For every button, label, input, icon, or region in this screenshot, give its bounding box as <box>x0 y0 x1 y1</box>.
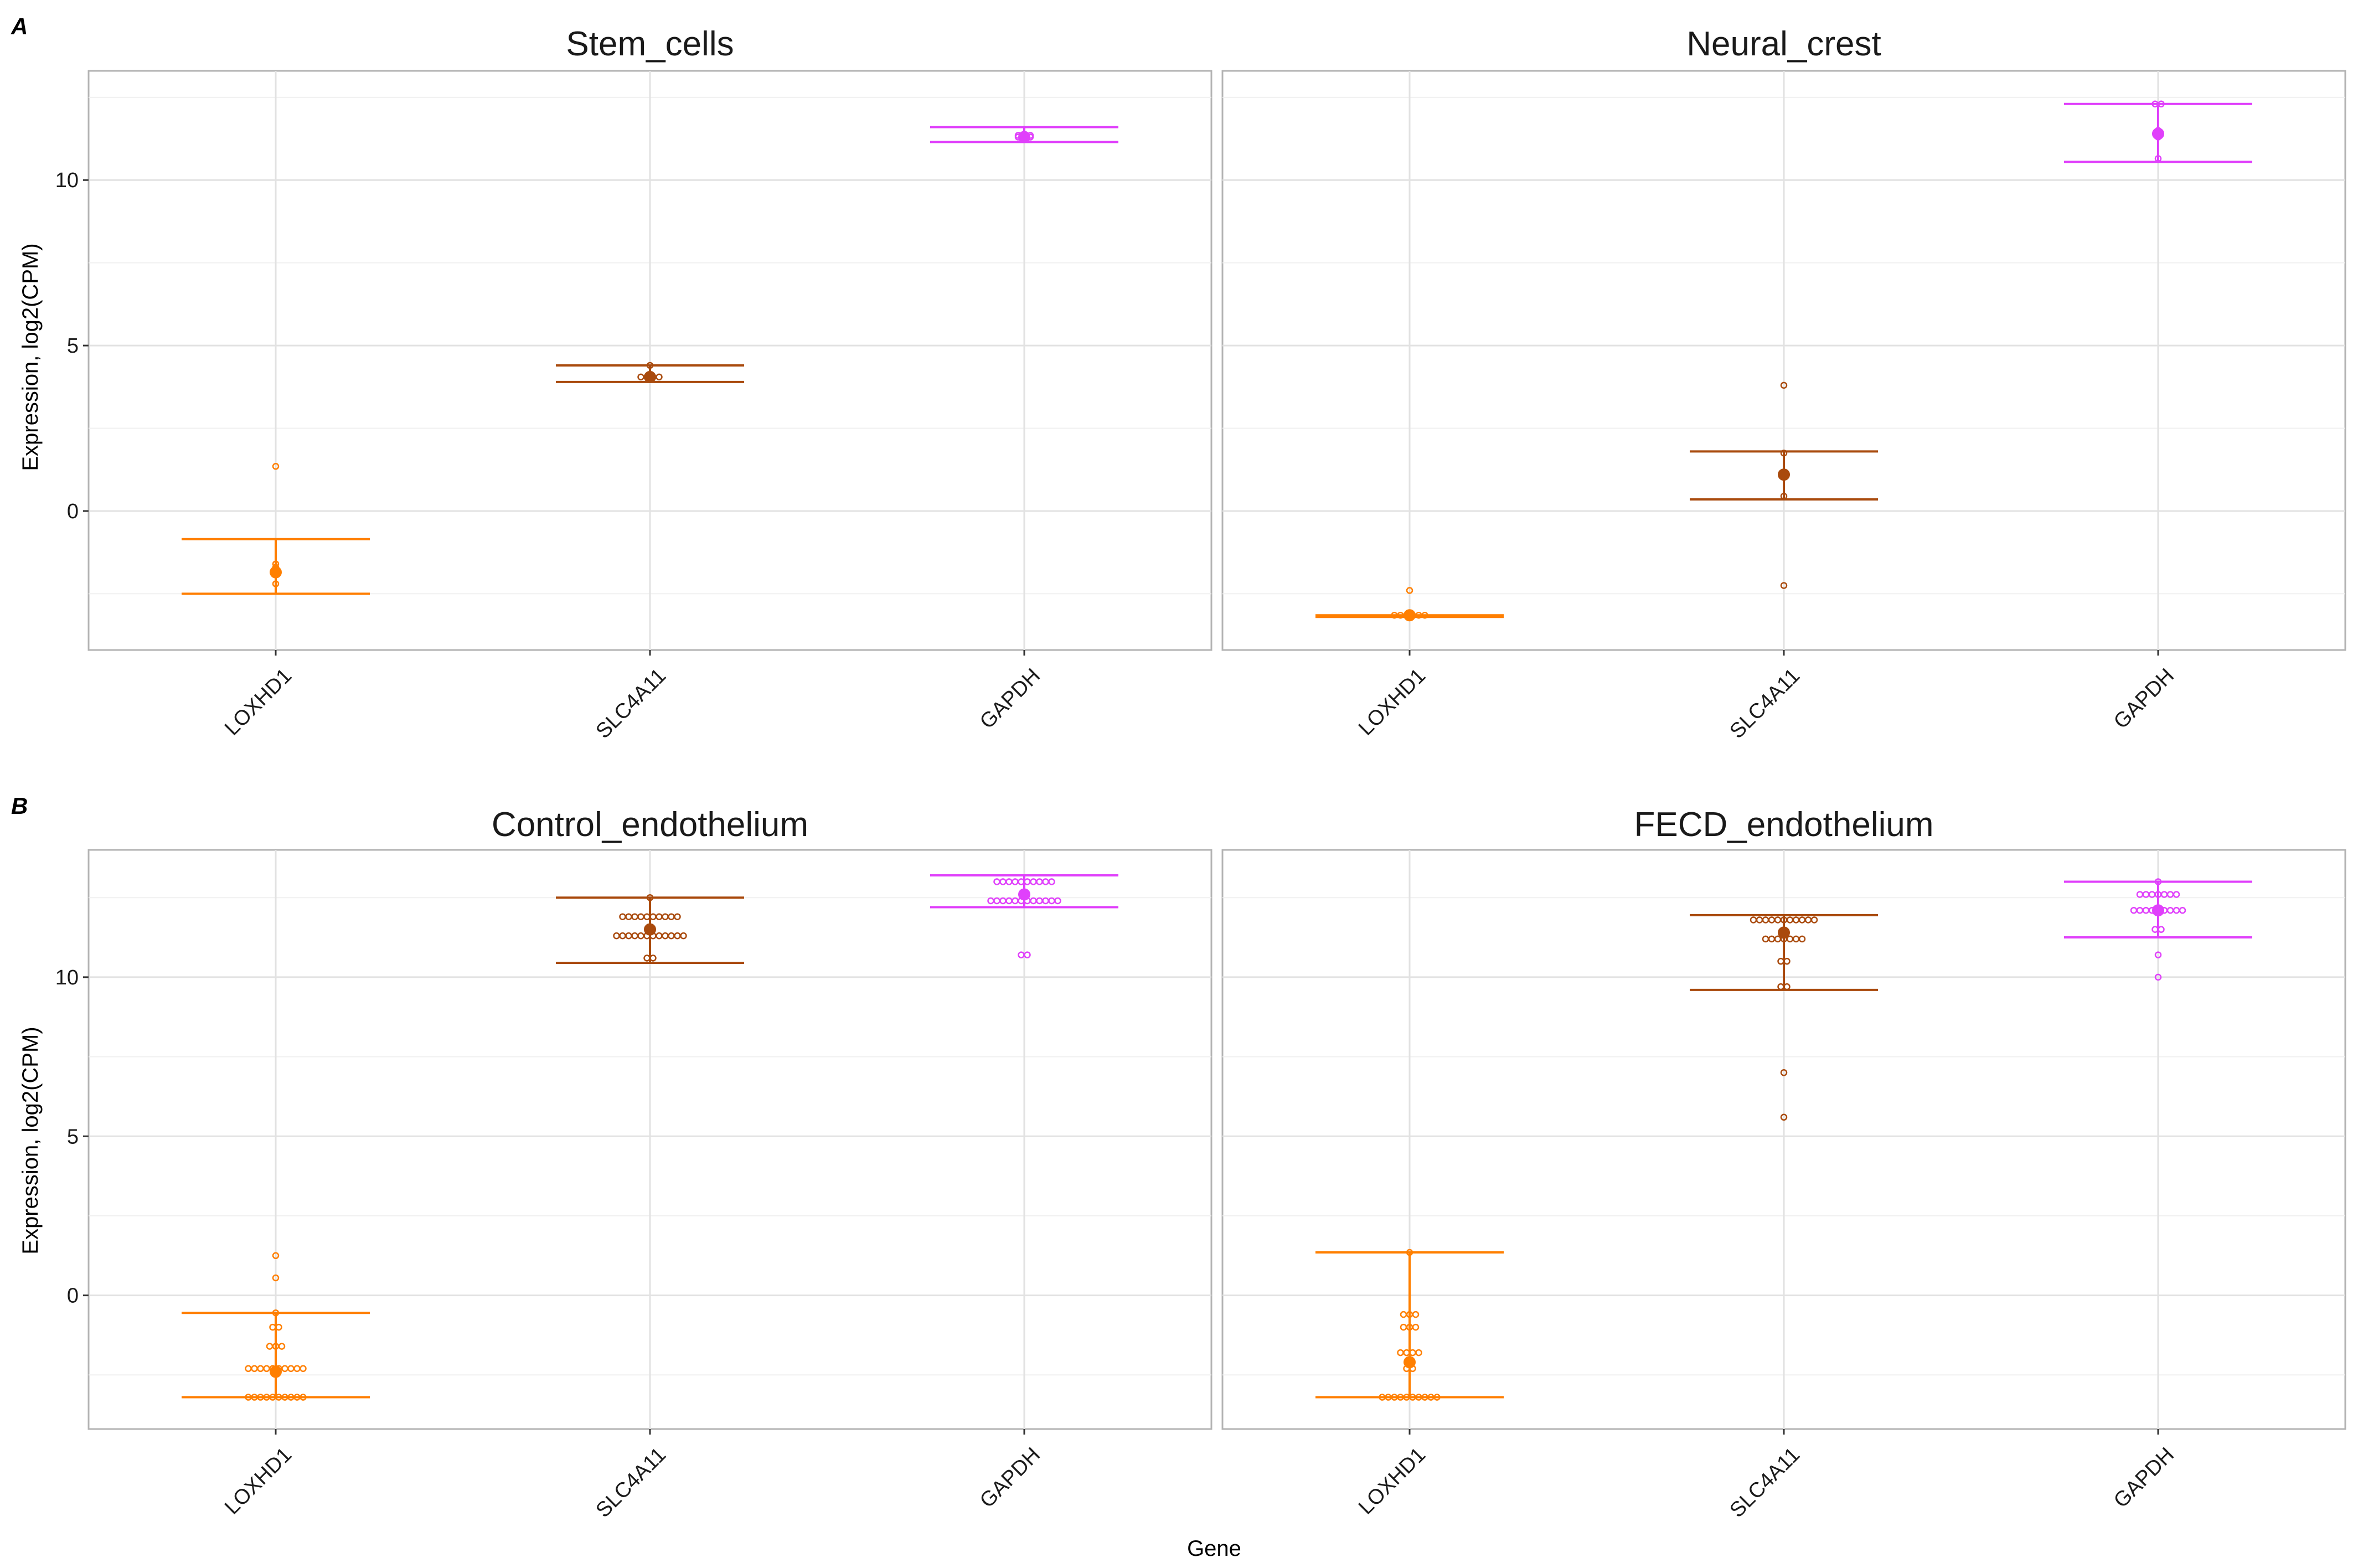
y-axis-label-bottom: Expression, log2(CPM) <box>18 1027 43 1254</box>
mean-point <box>1018 888 1030 901</box>
data-point <box>2158 100 2165 108</box>
data-point <box>674 913 681 920</box>
panel-tag-b: B <box>11 793 28 819</box>
y-tick-label: 5 <box>67 334 79 358</box>
y-axis-label-top: Expression, log2(CPM) <box>18 243 43 471</box>
data-point <box>1780 1113 1788 1121</box>
mean-point <box>1404 1356 1416 1369</box>
mean-point <box>270 1365 282 1378</box>
data-point <box>2154 878 2162 885</box>
x-tick-label: LOXHD1 <box>220 664 296 740</box>
data-point <box>1780 381 1788 389</box>
facet-title: FECD_endothelium <box>1634 806 1933 844</box>
data-point <box>2179 906 2186 914</box>
series-slc4a11 <box>556 362 744 383</box>
y-tick-label: 0 <box>67 500 79 523</box>
data-point <box>278 1343 286 1350</box>
data-point <box>1406 1249 1413 1256</box>
data-point <box>656 373 663 381</box>
data-point <box>2154 155 2162 162</box>
data-point <box>272 1274 280 1282</box>
data-point <box>272 463 280 470</box>
y-tick-label: 0 <box>67 1285 79 1308</box>
data-point <box>1054 897 1061 905</box>
mean-point <box>2152 127 2164 140</box>
facet-title: Neural_crest <box>1686 25 1881 63</box>
x-tick-label: LOXHD1 <box>1354 1443 1430 1519</box>
data-point <box>1798 935 1806 943</box>
mean-point <box>644 923 656 936</box>
x-tick-label: SLC4A11 <box>1725 664 1804 743</box>
data-point <box>300 1365 307 1373</box>
data-point <box>1412 1311 1420 1318</box>
x-tick-label: LOXHD1 <box>220 1443 296 1519</box>
data-point <box>646 894 654 901</box>
mean-point <box>644 370 656 383</box>
x-tick-label: LOXHD1 <box>1354 664 1430 740</box>
data-point <box>1406 587 1413 594</box>
data-point <box>1780 450 1788 457</box>
x-tick-label: SLC4A11 <box>591 1443 670 1522</box>
data-point <box>275 1323 282 1331</box>
data-point <box>1810 916 1818 924</box>
data-point <box>1412 1323 1420 1331</box>
mean-point <box>1018 131 1030 143</box>
data-point <box>2173 891 2180 898</box>
series-loxhd1 <box>182 1252 370 1401</box>
mean-point <box>1404 609 1416 622</box>
data-point <box>1421 611 1428 619</box>
series-slc4a11 <box>1690 381 1878 589</box>
data-point <box>300 1394 307 1401</box>
x-tick-label: GAPDH <box>976 664 1045 733</box>
data-point <box>1783 983 1791 991</box>
data-point <box>1780 492 1788 500</box>
data-point <box>1024 951 1031 958</box>
series-slc4a11 <box>556 894 744 964</box>
x-tick-label: SLC4A11 <box>591 664 670 743</box>
series-slc4a11 <box>1690 914 1878 1121</box>
facet-title: Stem_cells <box>566 25 734 63</box>
x-tick-label: GAPDH <box>2109 664 2179 733</box>
data-point <box>2158 926 2165 933</box>
data-point <box>1433 1394 1441 1401</box>
series-loxhd1 <box>1315 587 1504 622</box>
facet-neural-crest: LOXHD1 SLC4A11 GAPDH Neural_crest <box>1221 25 2346 743</box>
y-tick-label: 10 <box>55 169 79 192</box>
x-tick-label: GAPDH <box>2109 1443 2179 1512</box>
y-tick-label: 10 <box>55 966 79 989</box>
data-point <box>1048 878 1055 885</box>
data-point <box>272 1252 280 1260</box>
data-point <box>1783 957 1791 965</box>
series-gapdh <box>930 874 1118 958</box>
mean-point <box>2152 904 2164 917</box>
data-point <box>2154 951 2162 958</box>
x-axis-label: Gene <box>1187 1536 1241 1561</box>
panel-tag-a: A <box>11 13 28 39</box>
x-tick-label: SLC4A11 <box>1725 1443 1804 1522</box>
y-tick-label: 5 <box>67 1125 79 1148</box>
facet-stem-cells: 0 5 10 LOXHD1 SLC4A11 GAPDH Stem_cells <box>55 25 1212 743</box>
facet-control-endothelium: 0 5 10 LOXHD1 SLC4A11 GAPDH Control_endotheliu… <box>55 806 1212 1522</box>
mean-point <box>1778 926 1790 939</box>
data-point <box>1415 1349 1422 1356</box>
series-loxhd1 <box>1315 1249 1504 1401</box>
data-point <box>680 932 687 940</box>
mean-point <box>1778 468 1790 481</box>
series-gapdh <box>2064 878 2252 981</box>
data-point <box>1780 582 1788 589</box>
data-point <box>2154 973 2162 981</box>
data-point <box>646 362 654 369</box>
data-point <box>272 1309 280 1317</box>
x-tick-label: GAPDH <box>976 1443 1045 1512</box>
data-point <box>272 580 280 587</box>
series-gapdh <box>2064 100 2252 163</box>
mean-point <box>270 566 282 579</box>
data-point <box>1780 1069 1788 1076</box>
series-loxhd1 <box>182 463 370 595</box>
facet-fecd-endothelium: LOXHD1 SLC4A11 GAPDH FECD_endothelium <box>1221 806 2346 1522</box>
data-point <box>649 955 657 962</box>
series-gapdh <box>930 126 1118 143</box>
facet-title: Control_endothelium <box>492 806 808 844</box>
